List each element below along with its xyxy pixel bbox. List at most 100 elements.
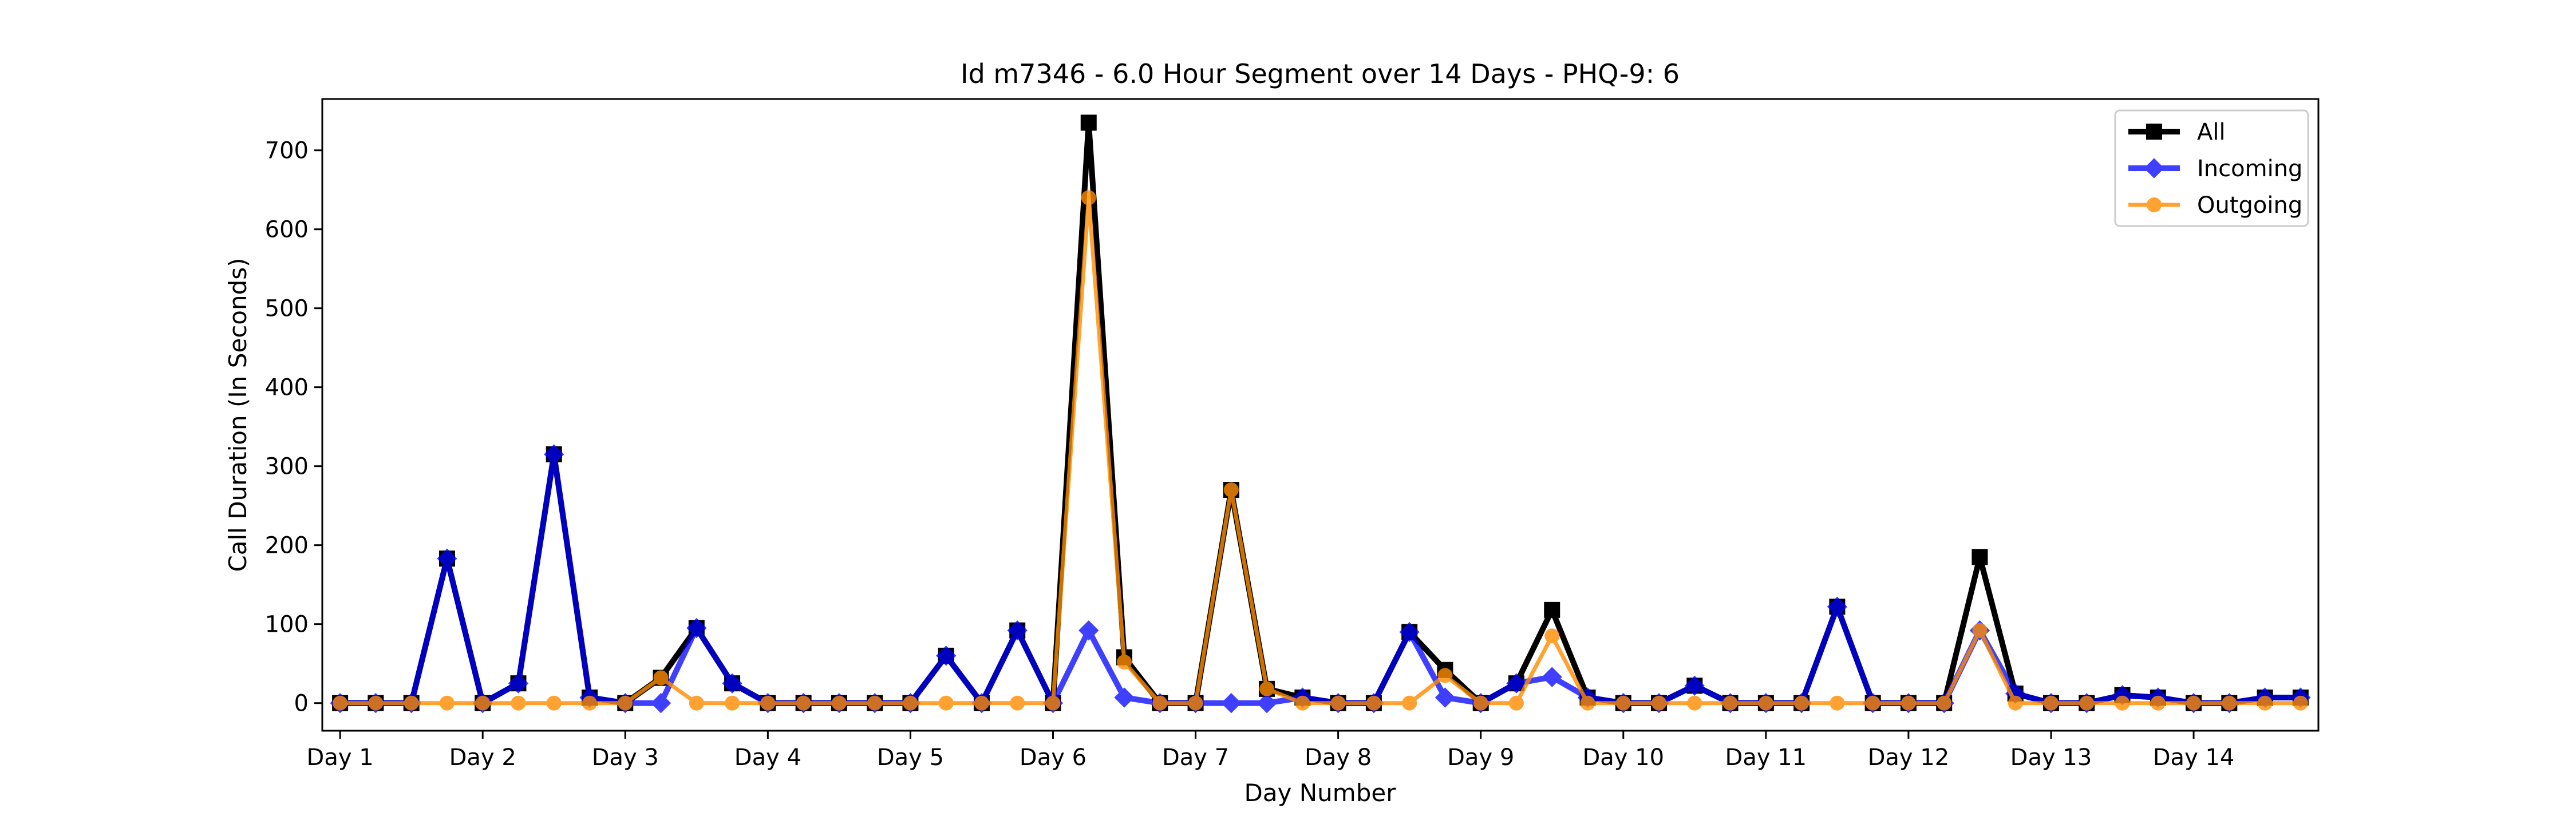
data-point-outgoing [867,695,883,711]
data-point-incoming [1506,673,1527,694]
y-axis-label: Call Duration (In Seconds) [224,258,252,572]
data-point-outgoing [2186,695,2202,711]
data-point-all [1971,549,1988,565]
data-point-outgoing [439,695,455,711]
data-point-all [1544,601,1560,618]
data-point-outgoing [1117,654,1132,670]
data-point-outgoing [2222,695,2237,711]
y-tick-label: 200 [265,533,309,559]
data-point-outgoing [1437,668,1453,683]
data-point-incoming [508,673,529,694]
legend-box [2114,109,2309,227]
data-point-outgoing [1402,695,1417,711]
x-tick-label: Day 6 [1020,744,1086,771]
legend-label: Incoming [2197,156,2302,182]
x-tick-label: Day 12 [1868,744,1950,771]
series-outgoing [333,190,2308,711]
data-point-incoming [437,548,457,569]
y-tick-label: 600 [265,217,309,243]
data-point-outgoing [546,695,562,711]
y-tick-label: 700 [265,138,309,164]
data-point-outgoing [725,695,740,711]
data-point-incoming [1435,687,1456,708]
legend-label: All [2197,119,2226,145]
data-point-outgoing [2293,695,2308,711]
chart-title: Id m7346 - 6.0 Hour Segment over 14 Days… [961,58,1680,89]
data-point-incoming [936,645,957,666]
y-tick-label: 500 [265,296,309,322]
data-point-outgoing [1010,695,1025,711]
series-layer [330,114,2311,714]
data-point-incoming [1007,620,1028,641]
data-point-outgoing [618,695,633,711]
legend-marker [2144,158,2164,179]
data-point-outgoing [475,695,491,711]
data-point-outgoing [333,695,348,711]
y-tick-label: 0 [294,691,309,717]
plot-area [321,98,2320,732]
data-point-outgoing [653,670,669,686]
data-point-outgoing [760,695,776,711]
data-point-outgoing [2115,695,2130,711]
data-point-outgoing [2008,695,2023,711]
legend-entry-all [2128,124,2180,140]
data-point-incoming [544,444,564,465]
x-tick-label: Day 9 [1447,744,1514,771]
data-point-outgoing [1473,695,1488,711]
data-point-incoming [1542,667,1562,687]
y-tick-label: 100 [265,612,309,638]
data-point-all [1080,114,1097,131]
legend-marker [2147,197,2162,212]
x-tick-label: Day 4 [734,744,801,771]
data-point-outgoing [1652,695,1667,711]
x-tick-label: Day 11 [1725,744,1807,771]
data-point-outgoing [368,695,384,711]
legend-entry-outgoing [2128,197,2180,212]
x-tick-label: Day 13 [2010,744,2092,771]
data-point-outgoing [974,695,989,711]
data-point-outgoing [1152,695,1168,711]
legend-entry-incoming [2128,158,2180,179]
data-point-outgoing [1366,695,1381,711]
y-tick-label: 400 [265,375,309,401]
data-point-outgoing [1045,695,1061,711]
data-point-outgoing [1794,695,1809,711]
data-point-outgoing [2150,695,2166,711]
data-point-outgoing [689,695,704,711]
data-point-outgoing [1295,695,1310,711]
x-tick-label: Day 2 [449,744,516,771]
x-tick-label: Day 3 [592,744,659,771]
data-point-incoming [1684,675,1705,696]
legend: All Incoming Outgoing [2114,109,2309,227]
legend-label: Outgoing [2197,192,2302,219]
data-point-outgoing [2257,695,2273,711]
data-point-outgoing [1544,628,1560,644]
x-tick-label: Day 10 [1582,744,1664,771]
y-tick-label: 300 [265,454,309,480]
data-point-incoming [1257,693,1277,714]
data-point-outgoing [831,695,847,711]
data-point-outgoing [1937,695,1952,711]
data-point-outgoing [1687,695,1702,711]
data-point-outgoing [1223,482,1239,498]
data-point-outgoing [1508,695,1524,711]
data-point-outgoing [796,695,811,711]
data-point-outgoing [1972,623,1988,638]
data-point-outgoing [1259,681,1275,696]
data-point-outgoing [1830,695,1845,711]
data-point-outgoing [938,695,954,711]
x-tick-label: Day 5 [877,744,944,771]
data-point-incoming [722,673,742,694]
data-point-outgoing [1615,695,1631,711]
data-point-incoming [650,693,671,714]
legend-marker [2146,124,2162,140]
data-point-incoming [1114,687,1135,708]
data-point-outgoing [404,695,419,711]
data-point-outgoing [1722,695,1738,711]
data-point-incoming [1078,620,1099,641]
data-point-outgoing [2079,695,2095,711]
data-point-incoming [686,617,707,639]
x-axis-label: Day Number [1244,779,1396,807]
data-point-outgoing [1901,695,1916,711]
